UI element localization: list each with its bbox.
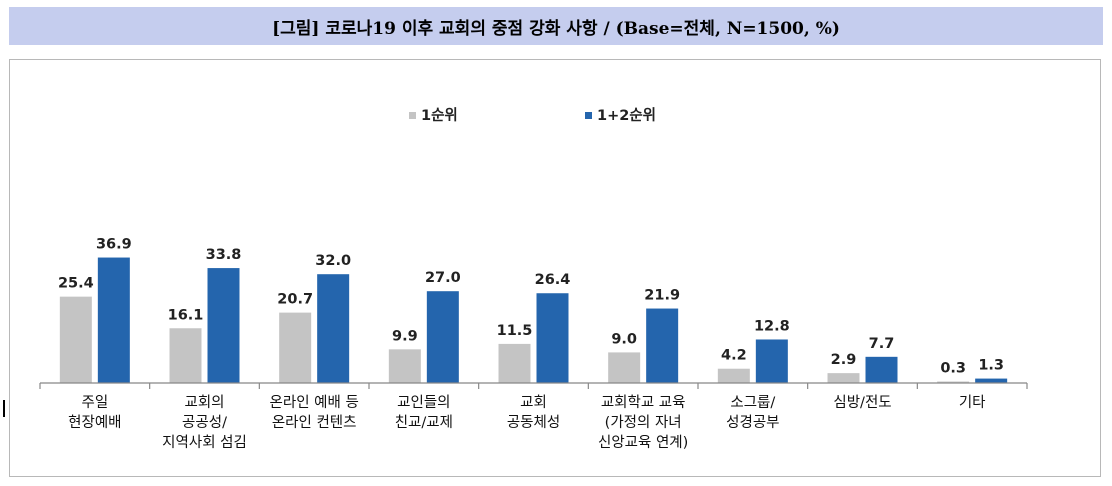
- category-label: 주일: [81, 394, 108, 411]
- bar-rank1: [937, 381, 970, 383]
- category-label: 성경공부: [726, 414, 779, 431]
- bar-rank12: [646, 308, 679, 383]
- category-label: 공동체성: [507, 414, 560, 431]
- bar-rank12: [97, 257, 130, 383]
- data-label: 0.3: [940, 361, 966, 377]
- legend-swatch: [409, 112, 416, 119]
- legend-label: 1+2순위: [597, 107, 656, 124]
- category-label: 온라인 예배 등: [270, 394, 359, 411]
- bar-rank1: [608, 352, 641, 383]
- data-label: 16.1: [168, 307, 204, 323]
- data-label: 32.0: [315, 253, 351, 269]
- category-label: 교회: [520, 394, 547, 411]
- data-labels: 25.4 36.9 16.1 33.8 20.7 32.0 9.9 27.0 11.5 26.4 9…: [58, 237, 1004, 377]
- data-label: 20.7: [277, 292, 313, 308]
- bar-rank1: [59, 296, 92, 383]
- category-label: 교회의: [184, 394, 224, 411]
- legend-label: 1순위: [421, 107, 458, 124]
- left-edge-mark: [3, 400, 5, 417]
- category-label: 기타: [959, 394, 986, 411]
- x-axis-ticks: [39, 383, 1028, 389]
- category-label: 심방/전도: [833, 394, 891, 411]
- chart-title-bar: [그림] 코로나19 이후 교회의 중점 강화 사항 / (Base=전체, N…: [9, 7, 1103, 45]
- data-label: 2.9: [831, 352, 857, 368]
- bar-rank12: [426, 291, 459, 383]
- bar-rank1: [388, 349, 421, 383]
- bar-rank1: [498, 343, 531, 383]
- category-label: 지역사회 섬김: [162, 434, 247, 451]
- bars: [59, 257, 1008, 383]
- data-label: 27.0: [425, 270, 461, 286]
- bar-rank12: [536, 293, 569, 383]
- bar-rank1: [827, 373, 860, 383]
- data-label: 21.9: [644, 288, 680, 304]
- category-label: 공공성/: [182, 414, 227, 431]
- category-label: 교인들의: [397, 394, 450, 411]
- data-label: 26.4: [535, 272, 571, 288]
- category-label: (가정의 자녀: [605, 414, 682, 431]
- category-label: 소그룹/: [730, 395, 775, 411]
- data-label: 25.4: [58, 276, 94, 292]
- legend: 1순위 1+2순위: [409, 107, 656, 124]
- data-label: 11.5: [497, 323, 533, 339]
- data-label: 12.8: [754, 318, 790, 334]
- data-label: 33.8: [206, 247, 242, 263]
- category-label: 온라인 컨텐츠: [272, 414, 357, 431]
- bar-rank1: [717, 368, 750, 383]
- data-label: 7.7: [869, 336, 895, 352]
- category-label: 교회학교 교육: [601, 394, 686, 411]
- bar-rank12: [975, 378, 1008, 383]
- category-label: 신앙교육 연계): [598, 434, 688, 451]
- chart-frame: [9, 59, 1101, 477]
- bar-rank12: [207, 268, 240, 383]
- legend-swatch: [585, 112, 592, 119]
- bar-rank1: [279, 312, 312, 383]
- data-label: 9.0: [611, 331, 637, 347]
- category-label: 현장예배: [68, 414, 121, 431]
- data-label: 1.3: [978, 358, 1004, 374]
- bar-rank12: [865, 356, 898, 383]
- data-label: 9.9: [392, 328, 418, 344]
- data-label: 36.9: [96, 237, 132, 253]
- data-label: 4.2: [721, 348, 747, 364]
- bar-rank12: [755, 339, 788, 383]
- chart-title: [그림] 코로나19 이후 교회의 중점 강화 사항 / (Base=전체, N…: [272, 18, 840, 39]
- bar-rank1: [169, 328, 202, 383]
- category-label: 친교/교제: [395, 414, 453, 431]
- bar-rank12: [317, 274, 350, 383]
